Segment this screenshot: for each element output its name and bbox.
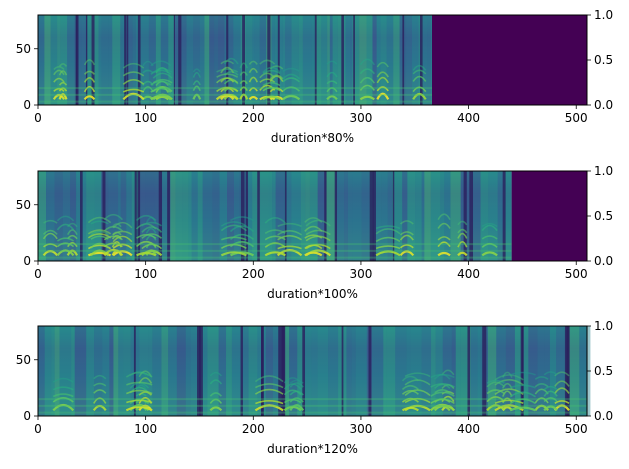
x-tick-label: 400	[457, 267, 480, 281]
y2-tick-label: 0.0	[594, 98, 613, 112]
y2-tick-label: 1.0	[594, 319, 613, 333]
x-tick-label: 500	[565, 422, 588, 436]
heatmap-image	[38, 326, 591, 416]
x-axis: 0 100 200 300 400 500	[34, 105, 588, 125]
y-tick-label: 50	[16, 42, 31, 56]
y-axis-right: 0.0 0.5 1.0	[587, 319, 613, 423]
x-tick-label: 300	[349, 267, 372, 281]
y2-tick-label: 0.5	[594, 364, 613, 378]
y-tick-label: 0	[23, 98, 31, 112]
y2-tick-label: 0.5	[594, 53, 613, 67]
x-axis: 0 100 200 300 400 500	[34, 261, 588, 281]
x-axis-label: duration*80%	[271, 131, 354, 145]
x-tick-label: 500	[565, 267, 588, 281]
x-tick-label: 300	[349, 422, 372, 436]
spectrogram-panel-1: 0 100 200 300 400 500 0 50 0.0 0.5 1.0 d…	[16, 8, 613, 145]
y-axis-left: 0 50	[16, 42, 38, 112]
x-tick-label: 400	[457, 111, 480, 125]
spectrogram-panel-2: 0 100 200 300 400 500 0 50 0.0 0.5 1.0 d…	[16, 164, 613, 301]
y-axis-left: 0 50	[16, 198, 38, 268]
x-tick-label: 400	[457, 422, 480, 436]
axes-frame	[37, 14, 588, 106]
y2-tick-label: 0.5	[594, 209, 613, 223]
heatmap-image	[38, 171, 587, 261]
y2-tick-label: 1.0	[594, 164, 613, 178]
y-axis-left: 0 50	[16, 353, 38, 423]
x-axis-label: duration*100%	[267, 287, 358, 301]
x-tick-label: 0	[34, 422, 42, 436]
x-tick-label: 0	[34, 267, 42, 281]
y-tick-label: 50	[16, 353, 31, 367]
x-tick-label: 200	[242, 422, 265, 436]
spectrogram-panel-3: 0 100 200 300 400 500 0 50 0.0 0.5 1.0 d…	[16, 319, 613, 456]
x-tick-label: 200	[242, 267, 265, 281]
x-axis: 0 100 200 300 400 500	[34, 416, 588, 436]
x-tick-label: 100	[134, 267, 157, 281]
y2-tick-label: 0.0	[594, 409, 613, 423]
x-axis-label: duration*120%	[267, 442, 358, 456]
axes-frame	[37, 170, 588, 262]
x-tick-label: 300	[349, 111, 372, 125]
y-tick-label: 0	[23, 409, 31, 423]
y-tick-label: 50	[16, 198, 31, 212]
x-tick-label: 500	[565, 111, 588, 125]
x-tick-label: 0	[34, 111, 42, 125]
x-tick-label: 100	[134, 111, 157, 125]
axes-frame	[37, 325, 588, 417]
heatmap-image	[38, 15, 587, 105]
y2-tick-label: 0.0	[594, 254, 613, 268]
y-tick-label: 0	[23, 254, 31, 268]
y-axis-right: 0.0 0.5 1.0	[587, 164, 613, 268]
y2-tick-label: 1.0	[594, 8, 613, 22]
x-tick-label: 100	[134, 422, 157, 436]
x-tick-label: 200	[242, 111, 265, 125]
y-axis-right: 0.0 0.5 1.0	[587, 8, 613, 112]
